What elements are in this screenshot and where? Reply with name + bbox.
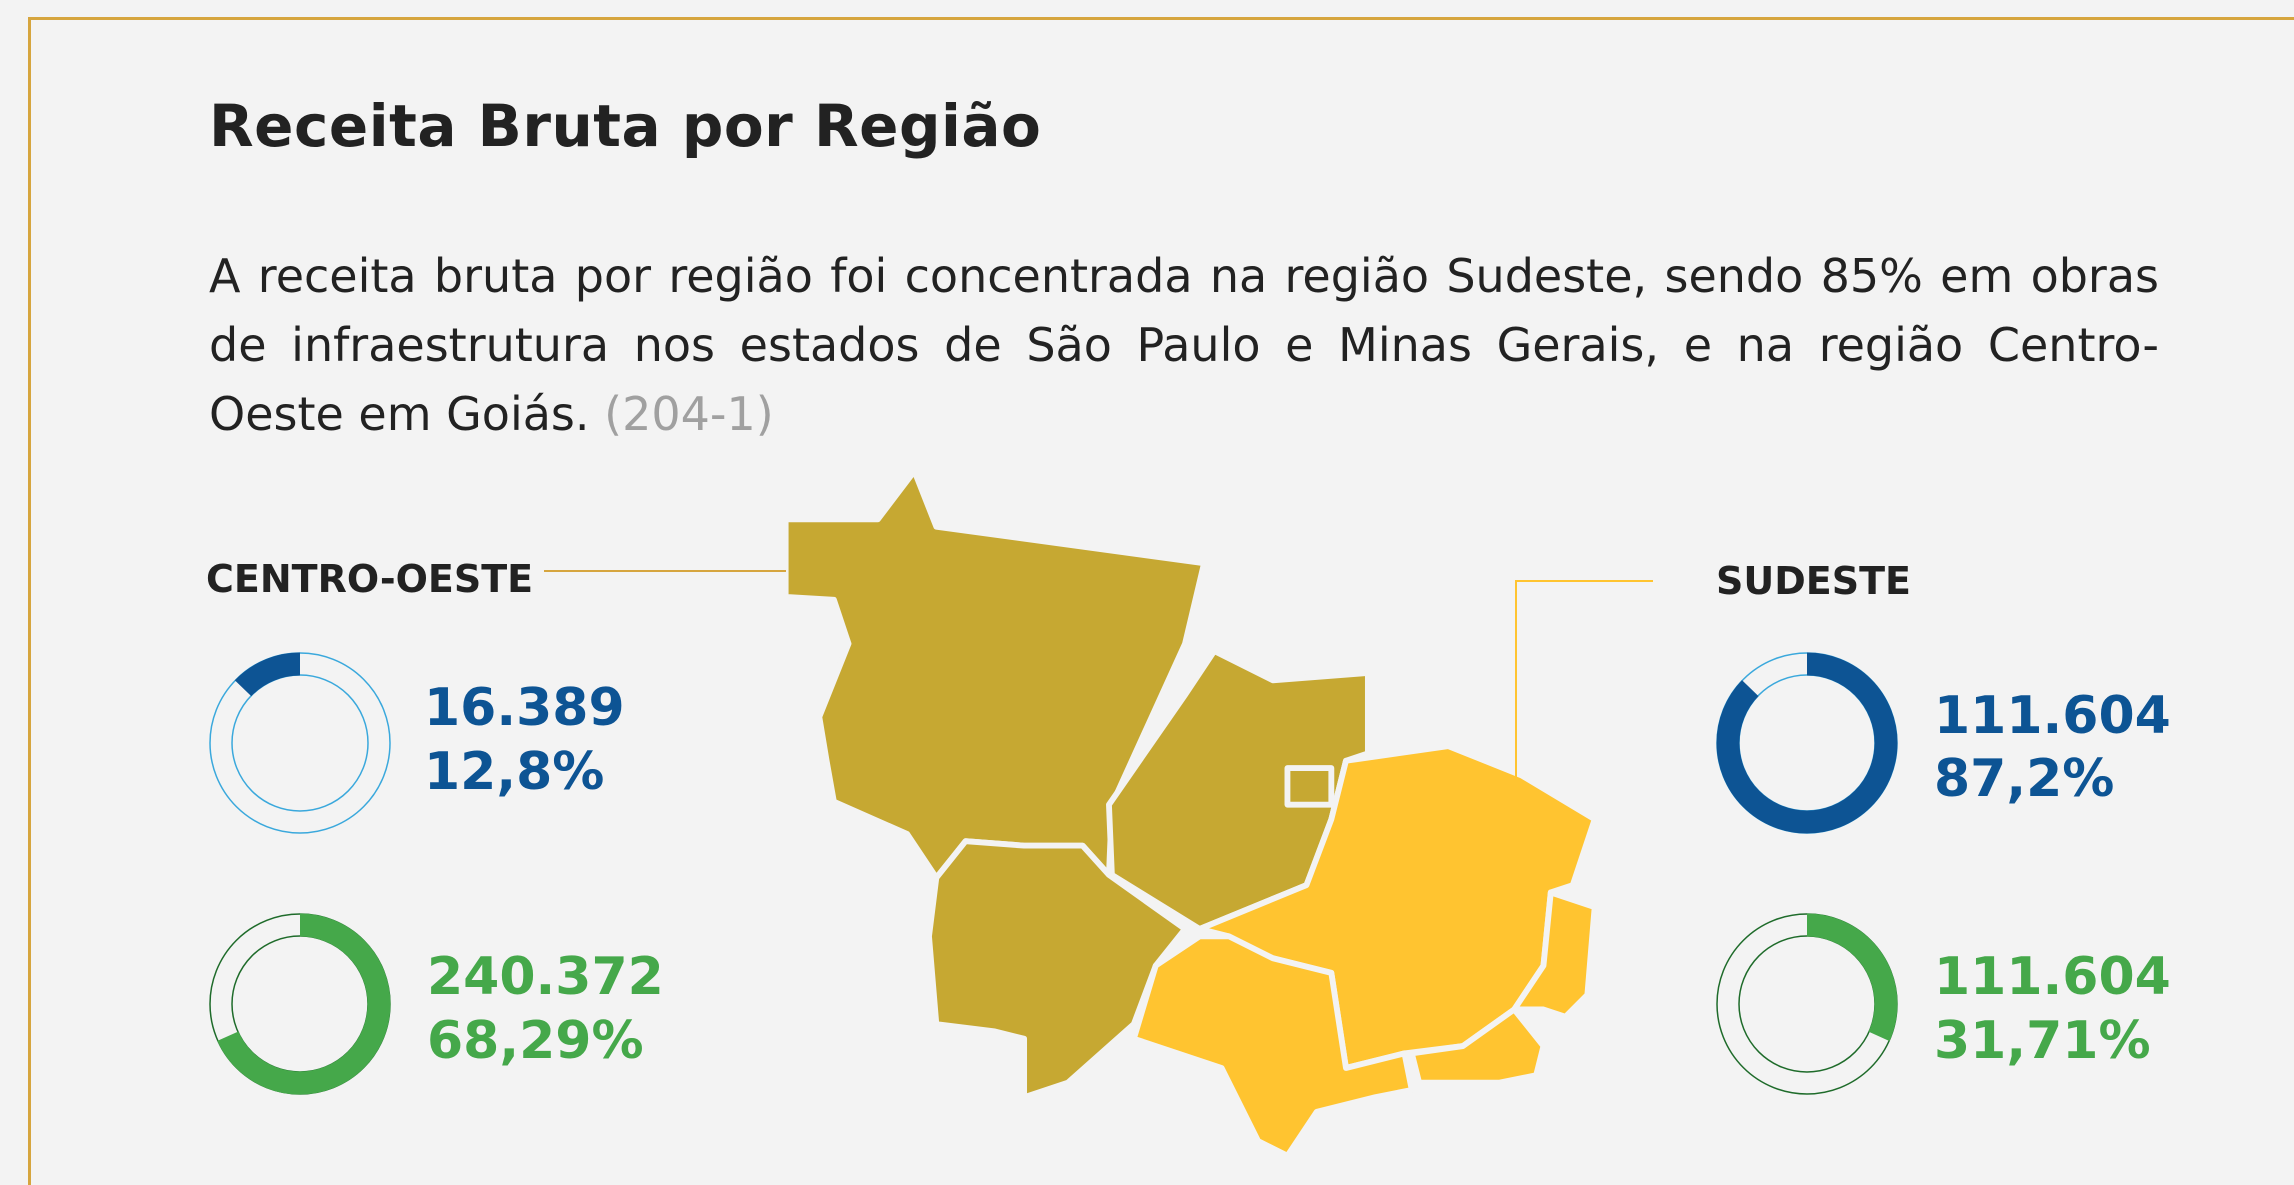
amount: 111.604: [1934, 947, 2171, 1007]
description: A receita bruta por região foi concentra…: [209, 242, 2159, 449]
donut-ring: [1738, 935, 1876, 1073]
donut-ring: [231, 935, 369, 1073]
share-label: 68,29%: [427, 1011, 644, 1071]
amount: 111.604: [1934, 686, 2171, 746]
donut: [209, 652, 391, 834]
map-rj: [1408, 1006, 1547, 1086]
title: Receita Bruta por Região: [209, 92, 1042, 160]
donut: [1716, 652, 1898, 834]
frame-line: [28, 17, 31, 1185]
donut-arc: [1716, 913, 1898, 1095]
map-df: [1284, 765, 1335, 808]
amount: 16.389: [424, 678, 625, 738]
map-ms: [926, 838, 1188, 1101]
amount: 240.372: [427, 947, 664, 1007]
donut: [209, 913, 391, 1095]
map: [782, 468, 1598, 1159]
leader-line: [1515, 580, 1653, 790]
region-label: CENTRO-OESTE: [206, 557, 533, 601]
donuts: 16.38912,8%240.37268,29%111.60487,2%111.…: [209, 652, 2171, 1095]
reference: (204-1): [604, 387, 774, 441]
share-label: 87,2%: [1934, 749, 2114, 809]
map-sp: [1130, 933, 1415, 1159]
frame-line: [29, 17, 2294, 20]
region-label: SUDESTE: [1716, 559, 1911, 603]
share-label: 31,71%: [1934, 1011, 2151, 1071]
donut-arc: [209, 652, 391, 834]
donut: [1716, 913, 1898, 1095]
donut-arc: [1716, 652, 1898, 834]
donut-arc: [209, 913, 391, 1095]
donut-ring: [231, 674, 369, 812]
map-es: [1511, 889, 1598, 1020]
donut-ring: [1738, 674, 1876, 812]
share-label: 12,8%: [424, 742, 604, 802]
description-text: A receita bruta por região foi concentra…: [209, 249, 2159, 441]
